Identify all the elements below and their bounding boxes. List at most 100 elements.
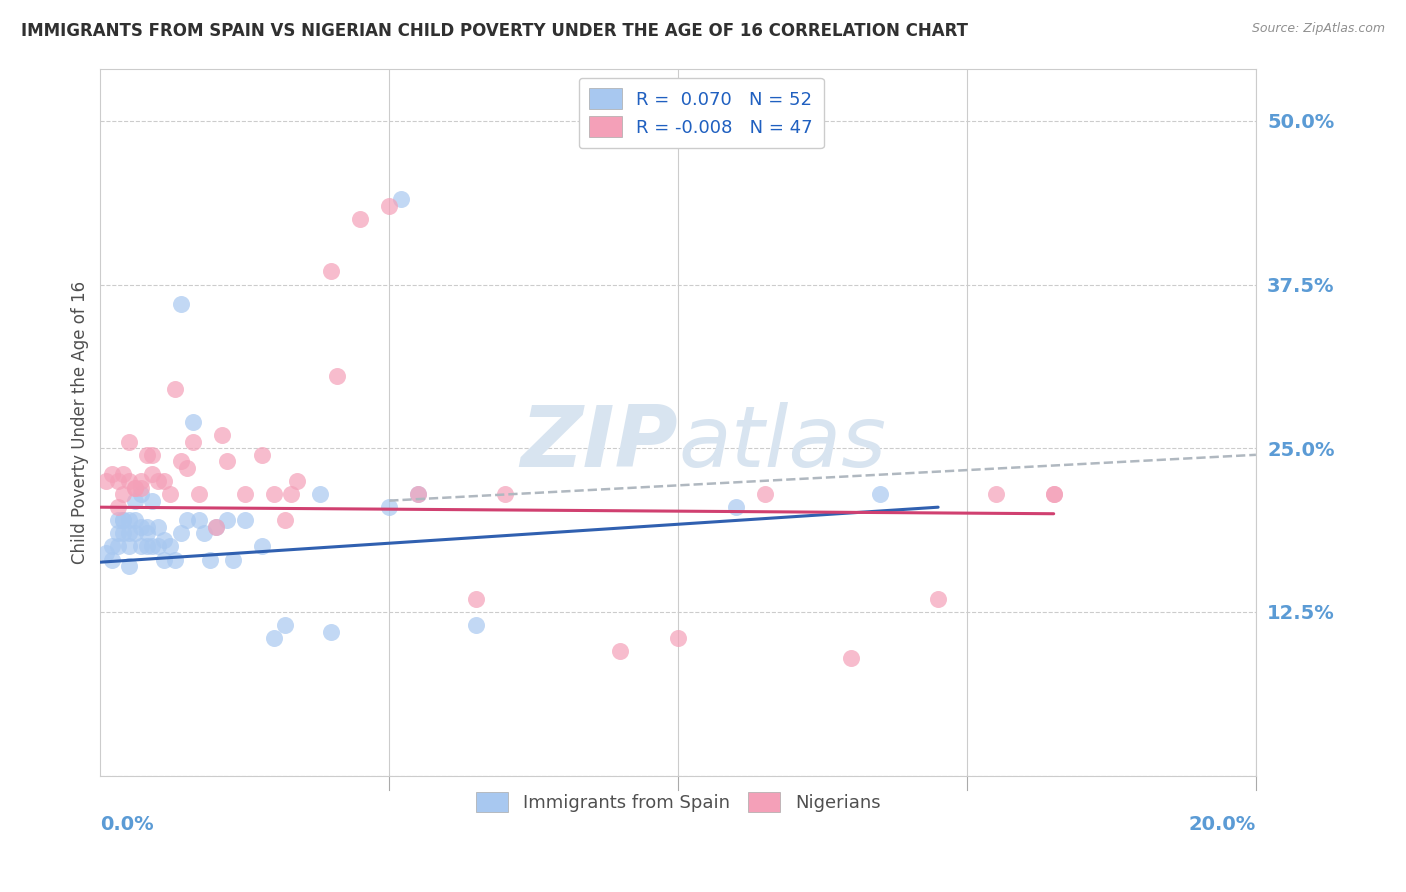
Point bbox=[124, 481, 146, 495]
Point bbox=[321, 624, 343, 639]
Point bbox=[135, 526, 157, 541]
Point bbox=[112, 513, 135, 527]
Point bbox=[378, 500, 401, 515]
Point bbox=[107, 513, 129, 527]
Y-axis label: Child Poverty Under the Age of 16: Child Poverty Under the Age of 16 bbox=[72, 280, 89, 564]
Point bbox=[141, 540, 163, 554]
Point bbox=[406, 487, 429, 501]
Point bbox=[135, 448, 157, 462]
Point bbox=[274, 513, 297, 527]
Point bbox=[378, 199, 401, 213]
Text: IMMIGRANTS FROM SPAIN VS NIGERIAN CHILD POVERTY UNDER THE AGE OF 16 CORRELATION : IMMIGRANTS FROM SPAIN VS NIGERIAN CHILD … bbox=[21, 22, 969, 40]
Point bbox=[146, 474, 169, 488]
Point bbox=[107, 474, 129, 488]
Point bbox=[666, 631, 689, 645]
Point bbox=[112, 526, 135, 541]
Point bbox=[107, 500, 129, 515]
Text: ZIP: ZIP bbox=[520, 401, 678, 484]
Point bbox=[198, 552, 221, 566]
Point bbox=[159, 540, 181, 554]
Point bbox=[124, 526, 146, 541]
Point bbox=[124, 493, 146, 508]
Point bbox=[927, 591, 949, 606]
Point bbox=[274, 618, 297, 632]
Point bbox=[205, 520, 228, 534]
Point bbox=[112, 513, 135, 527]
Point bbox=[984, 487, 1007, 501]
Text: 0.0%: 0.0% bbox=[100, 814, 155, 833]
Point bbox=[118, 513, 141, 527]
Point bbox=[112, 467, 135, 482]
Point bbox=[165, 552, 187, 566]
Point bbox=[170, 297, 193, 311]
Point bbox=[129, 474, 152, 488]
Point bbox=[211, 428, 233, 442]
Point bbox=[263, 487, 285, 501]
Point bbox=[609, 644, 631, 658]
Point bbox=[869, 487, 891, 501]
Point bbox=[101, 540, 124, 554]
Point bbox=[141, 467, 163, 482]
Point bbox=[129, 481, 152, 495]
Text: atlas: atlas bbox=[678, 401, 886, 484]
Point bbox=[159, 487, 181, 501]
Point bbox=[124, 513, 146, 527]
Legend: Immigrants from Spain, Nigerians: Immigrants from Spain, Nigerians bbox=[468, 784, 887, 820]
Point bbox=[112, 487, 135, 501]
Point bbox=[321, 264, 343, 278]
Point bbox=[326, 369, 349, 384]
Point bbox=[389, 193, 412, 207]
Point bbox=[118, 526, 141, 541]
Point bbox=[205, 520, 228, 534]
Point bbox=[118, 434, 141, 449]
Point bbox=[724, 500, 747, 515]
Point bbox=[135, 520, 157, 534]
Point bbox=[118, 540, 141, 554]
Point bbox=[101, 467, 124, 482]
Point bbox=[170, 454, 193, 468]
Point bbox=[153, 474, 176, 488]
Point bbox=[94, 474, 117, 488]
Point bbox=[841, 650, 863, 665]
Point bbox=[129, 487, 152, 501]
Point bbox=[280, 487, 302, 501]
Point bbox=[129, 540, 152, 554]
Point bbox=[406, 487, 429, 501]
Point bbox=[222, 552, 245, 566]
Point bbox=[176, 461, 198, 475]
Point bbox=[135, 540, 157, 554]
Point bbox=[464, 591, 486, 606]
Point bbox=[129, 520, 152, 534]
Point bbox=[1042, 487, 1064, 501]
Point bbox=[94, 546, 117, 560]
Point bbox=[233, 513, 256, 527]
Point bbox=[193, 526, 215, 541]
Point bbox=[124, 481, 146, 495]
Point bbox=[107, 526, 129, 541]
Point bbox=[233, 487, 256, 501]
Point bbox=[146, 540, 169, 554]
Point bbox=[349, 212, 371, 227]
Point bbox=[141, 448, 163, 462]
Point bbox=[153, 533, 176, 547]
Point bbox=[181, 434, 204, 449]
Point bbox=[754, 487, 776, 501]
Point bbox=[285, 474, 308, 488]
Text: 20.0%: 20.0% bbox=[1188, 814, 1256, 833]
Point bbox=[181, 415, 204, 429]
Point bbox=[107, 540, 129, 554]
Point bbox=[217, 454, 239, 468]
Point bbox=[187, 487, 209, 501]
Point bbox=[263, 631, 285, 645]
Point bbox=[250, 448, 273, 462]
Point bbox=[170, 526, 193, 541]
Point bbox=[309, 487, 332, 501]
Point bbox=[101, 552, 124, 566]
Point bbox=[153, 552, 176, 566]
Point bbox=[176, 513, 198, 527]
Point bbox=[118, 474, 141, 488]
Point bbox=[165, 382, 187, 396]
Point bbox=[187, 513, 209, 527]
Point bbox=[118, 559, 141, 574]
Point bbox=[250, 540, 273, 554]
